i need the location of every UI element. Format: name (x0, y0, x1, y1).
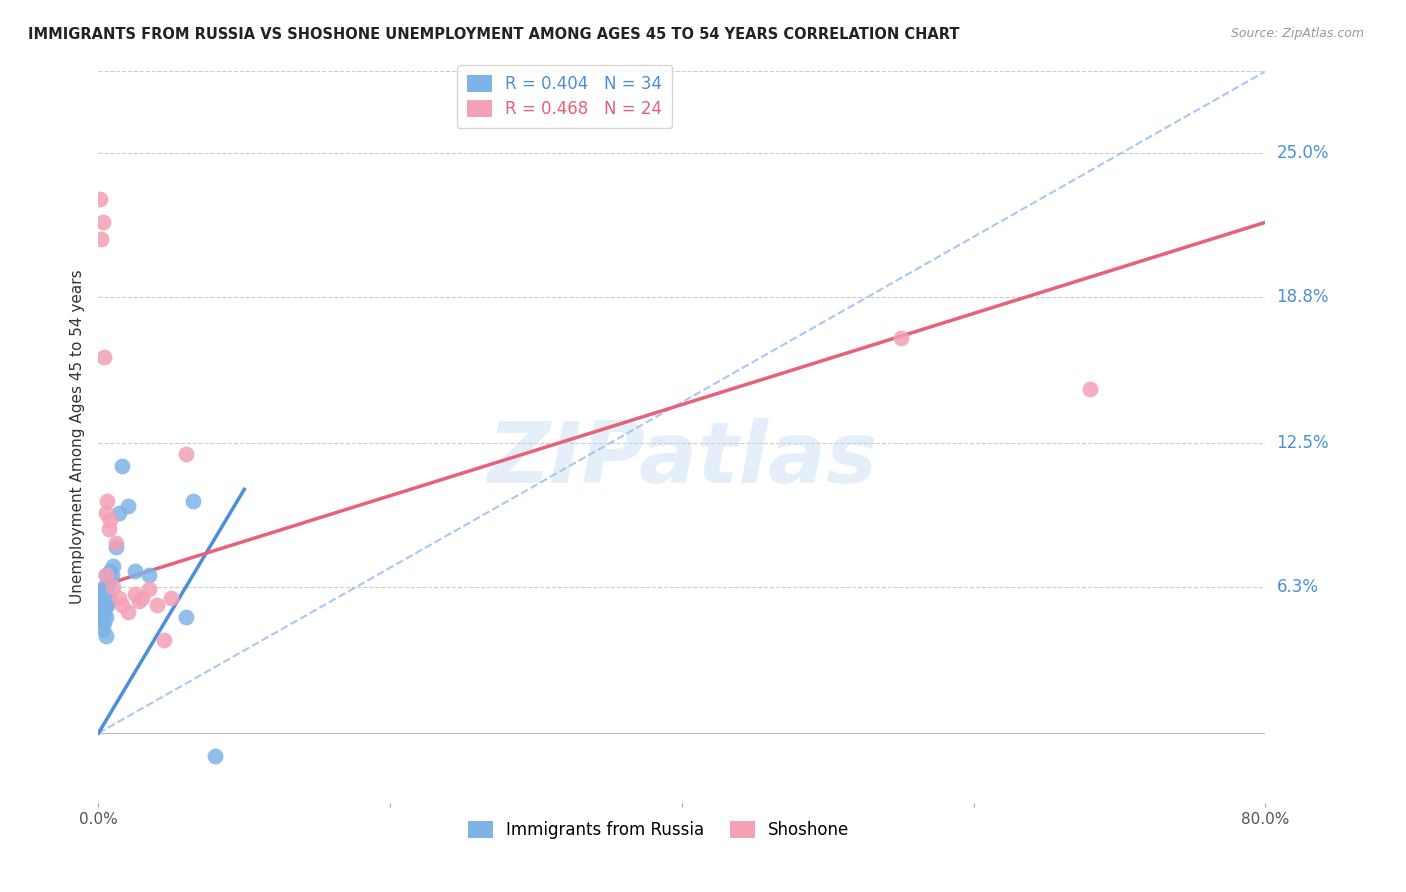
Point (111, 599, 134, 613)
Text: IMMIGRANTS FROM RUSSIA VS SHOSHONE UNEMPLOYMENT AMONG AGES 45 TO 54 YEARS CORREL: IMMIGRANTS FROM RUSSIA VS SHOSHONE UNEMP… (28, 27, 960, 42)
Point (98, 564, 121, 578)
Point (93, 615, 115, 629)
Point (91, 215, 114, 229)
Point (91, 599, 114, 613)
Point (90, 615, 112, 629)
Point (89, 192, 111, 206)
Point (98, 512, 121, 526)
Point (160, 591, 183, 606)
Point (153, 633, 176, 648)
Point (97, 575, 120, 590)
Point (93, 606, 115, 620)
Point (94, 568, 117, 582)
Point (90, 591, 112, 606)
Point (94, 610, 117, 624)
Legend: Immigrants from Russia, Shoshone: Immigrants from Russia, Shoshone (461, 814, 856, 846)
Point (89, 610, 111, 624)
Point (128, 594, 150, 608)
Point (94, 629, 117, 643)
Point (94, 599, 117, 613)
Point (90, 231, 112, 245)
Point (91, 622, 114, 636)
Point (104, 541, 127, 555)
Point (101, 558, 124, 573)
Point (96, 599, 118, 613)
Point (93, 591, 115, 606)
Point (138, 568, 160, 582)
Text: 12.5%: 12.5% (1277, 434, 1329, 452)
Point (124, 587, 146, 601)
Point (96, 582, 118, 597)
Point (101, 580, 124, 594)
Point (90, 606, 112, 620)
Point (117, 606, 139, 620)
Point (131, 591, 153, 606)
Point (94, 587, 117, 601)
Point (117, 499, 139, 513)
Point (89, 599, 111, 613)
Point (174, 610, 197, 624)
Point (108, 591, 131, 606)
Point (174, 448, 197, 462)
Point (204, 749, 226, 764)
Point (104, 535, 127, 549)
Text: 25.0%: 25.0% (1277, 144, 1329, 161)
Point (96, 494, 118, 508)
Point (100, 568, 122, 582)
Point (111, 459, 134, 474)
Point (138, 582, 160, 597)
Point (94, 506, 117, 520)
Text: ZIPatlas: ZIPatlas (486, 417, 877, 500)
Point (146, 599, 169, 613)
Point (1080, 383, 1102, 397)
Point (108, 506, 131, 520)
Y-axis label: Unemployment Among Ages 45 to 54 years: Unemployment Among Ages 45 to 54 years (69, 269, 84, 605)
Text: 6.3%: 6.3% (1277, 578, 1319, 596)
Point (93, 350, 115, 364)
Point (93, 580, 115, 594)
Point (94, 568, 117, 582)
Point (91, 610, 114, 624)
Point (91, 587, 114, 601)
Text: Source: ZipAtlas.com: Source: ZipAtlas.com (1230, 27, 1364, 40)
Text: 18.8%: 18.8% (1277, 287, 1329, 306)
Point (97, 591, 120, 606)
Point (890, 331, 912, 345)
Point (124, 564, 146, 578)
Point (181, 494, 204, 508)
Point (97, 522, 120, 536)
